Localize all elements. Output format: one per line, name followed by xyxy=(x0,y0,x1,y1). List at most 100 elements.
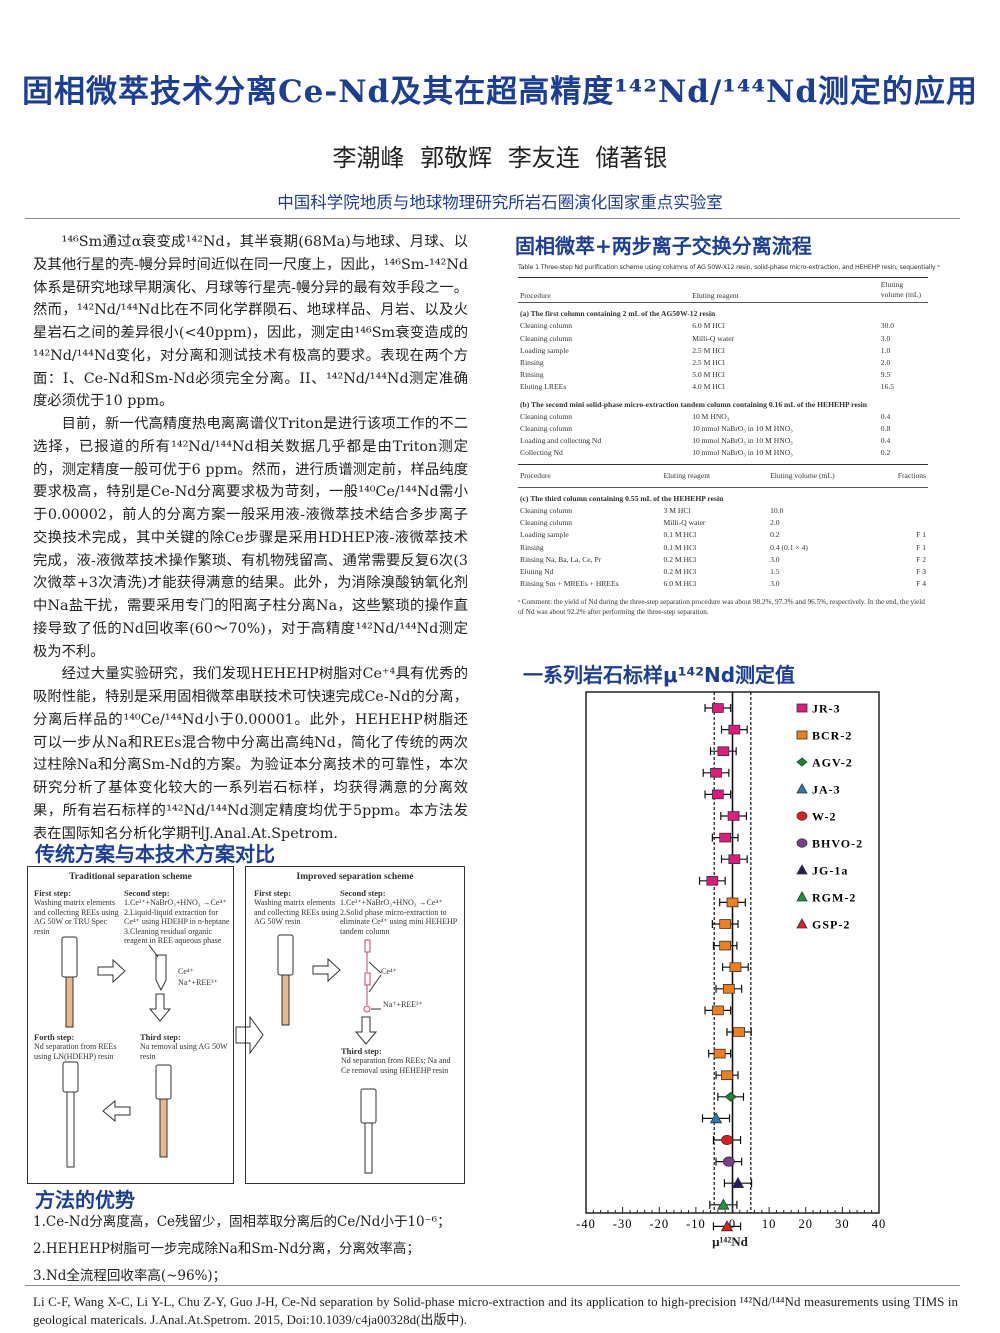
x-tick-label: 40 xyxy=(872,1217,887,1231)
col-header-procedure: Procedure xyxy=(520,470,551,480)
table-row: Loading and collecting Nd 10 mmol NaBrO₃ … xyxy=(518,435,928,447)
x-tick-label: 20 xyxy=(799,1217,814,1231)
table-cell: Cleaning column xyxy=(520,518,573,528)
imp-na-label: Na⁺+REE³⁺ xyxy=(383,1000,423,1009)
imp-step1-title: First step: xyxy=(254,888,292,898)
data-point-ja-3 xyxy=(709,1112,723,1124)
arrow-down-icon xyxy=(148,993,172,1022)
affiliation: 中国科学院地质与地球物理研究所岩石圈演化国家重点实验室 xyxy=(277,193,723,212)
column-icon xyxy=(62,1061,79,1168)
legend-marker-ja-3 xyxy=(796,783,808,794)
table-cell: 10 M HNO₃ xyxy=(692,411,730,421)
data-point-bcr-2 xyxy=(733,1027,745,1037)
legend-marker-jr-3 xyxy=(796,703,808,713)
table-cell: 9.5 xyxy=(880,370,891,380)
table-cell: Eluting LREEs xyxy=(520,382,567,392)
data-point-bcr-2 xyxy=(719,919,732,929)
table-cell: 2.0 xyxy=(880,358,891,368)
col-header-volume: Eluting volume (mL) xyxy=(880,280,922,300)
data-point-jr-3 xyxy=(706,875,719,886)
data-point-bcr-2 xyxy=(713,1048,726,1059)
trad-step4-text: Nd separation from REEs using LN(HDEHP) … xyxy=(34,1042,117,1061)
data-point-jr-3 xyxy=(728,724,741,735)
trad-step1-title: First step: xyxy=(34,888,72,898)
table-cell: 3.0 xyxy=(770,579,780,589)
trad-step2-line2: 2.Liquid-liquid extraction for Ce⁴⁺ usin… xyxy=(124,907,230,927)
table-row: Cleaning column 10 M HNO₃ 0.4 xyxy=(518,411,928,423)
table-row: Cleaning column Milli-Q water 2.0 xyxy=(518,517,928,529)
table-cell: 2.5 M HCl xyxy=(692,358,725,368)
tube-icon xyxy=(148,944,167,992)
table-row: Loading sample 2.5 M HCl 1.0 xyxy=(518,345,928,357)
table-row: Collecting Nd 10 mmol NaBrO₃ in 10 M HNO₃… xyxy=(518,447,928,459)
table-cell: 3.0 xyxy=(880,333,891,343)
table-cell: 0.4 xyxy=(880,436,891,446)
table-cell: Rinsing xyxy=(520,358,544,368)
legend-label: RGM-2 xyxy=(812,891,856,905)
table-cell: 0.8 xyxy=(880,424,891,434)
data-point-bcr-2 xyxy=(722,983,735,994)
legend-marker-bcr-2 xyxy=(796,730,808,740)
legend-label: BHVO-2 xyxy=(812,837,863,851)
legend-label: GSP-2 xyxy=(812,918,850,932)
x-tick-label: -20 xyxy=(649,1217,669,1231)
table-cell xyxy=(891,517,928,529)
col-header-procedure: Procedure xyxy=(520,291,551,300)
col-header-reagent: Eluting reagent xyxy=(663,470,711,480)
arrow-right-icon xyxy=(97,958,126,984)
data-point-jr-3 xyxy=(711,789,724,800)
advantage-item-3: 3.Nd全流程回收率高(~96%)； xyxy=(33,1268,227,1284)
imp-step3-text: Nd separation from REEs; Na and Ce remov… xyxy=(341,1056,451,1075)
trad-step2-title: Second step: xyxy=(124,888,170,898)
section-b-title: (b) The second mini solid-phase micro-ex… xyxy=(520,399,868,409)
trad-step1-text: Washing matrix elements and collecting R… xyxy=(34,898,119,936)
table-cell: Cleaning column xyxy=(520,506,573,516)
table-cell: F 1 xyxy=(916,530,926,540)
trad-step3-text: Na removal using AG 50W resin xyxy=(140,1042,228,1061)
table-cell: 0.2 xyxy=(880,448,891,458)
table-cell: Eluting Nd xyxy=(520,567,554,577)
table-cell: 5.0 M HCl xyxy=(692,370,725,380)
table-row: Cleaning column 6.0 M HCl 30.0 xyxy=(518,320,928,332)
data-point-jr-3 xyxy=(717,746,730,756)
table-cell: 1.0 xyxy=(880,345,891,355)
table-cell: F 1 xyxy=(916,542,926,552)
table-cell: Rinsing Sm + MREEs + HREEs xyxy=(520,579,619,589)
table-row: Rinsing 0.1 M HCl 0.4 (0.1 × 4) F 1 xyxy=(518,542,928,554)
table-cell: Collecting Nd xyxy=(520,448,563,458)
table-cell: 0.4 (0.1 × 4) xyxy=(770,542,808,552)
table-cell: 2.0 xyxy=(770,518,780,528)
data-point-jr-3 xyxy=(727,811,740,821)
table-cell: 3 M HCl xyxy=(663,506,691,516)
legend-marker-agv-2 xyxy=(796,757,808,767)
x-tick-label: 30 xyxy=(835,1217,850,1231)
data-point-bcr-2 xyxy=(729,962,742,972)
table-cell: Cleaning column xyxy=(520,321,573,331)
table-cell: Cleaning column xyxy=(520,411,573,421)
legend-label: AGV-2 xyxy=(812,756,853,770)
poster-title: 固相微萃技术分离Ce-Nd及其在超高精度¹⁴²Nd/¹⁴⁴Nd测定的应用 xyxy=(21,74,979,110)
table-cell: 0.2 xyxy=(770,530,780,540)
intro-text: ¹⁴⁶Sm通过α衰变成¹⁴²Nd，其半衰期(68Ma)与地球、月球、以及其他行星… xyxy=(33,231,468,845)
advantage-item-1: 1.Ce-Nd分离度高，Ce残留少，固相萃取分离后的Ce/Nd小于10⁻⁶； xyxy=(33,1214,451,1230)
footer-divider xyxy=(25,1285,960,1286)
table-row: Rinsing 2.5 M HCl 2.0 xyxy=(518,357,928,369)
traditional-scheme-panel: Traditional separation scheme First step… xyxy=(27,866,234,1184)
legend-label: W-2 xyxy=(812,810,837,824)
arrow-left-icon xyxy=(102,1099,131,1123)
table-cell: Loading and collecting Nd xyxy=(520,436,602,446)
table-cell: 0.2 M HCl xyxy=(663,554,697,564)
section-c-title: (c) The third column containing 0.55 mL … xyxy=(520,493,724,503)
legend-marker-gsp-2 xyxy=(796,918,808,929)
authors: 李潮峰 郭敬辉 李友连 储著银 xyxy=(332,144,668,172)
data-point-bcr-2 xyxy=(726,897,739,908)
legend-label: JA-3 xyxy=(812,783,841,797)
table-row: Rinsing Sm + MREEs + HREEs 6.0 M HCl 3.0 F … xyxy=(518,578,928,590)
intro-paragraph-1: ¹⁴⁶Sm通过α衰变成¹⁴²Nd，其半衰期(68Ma)与地球、月球、以及其他行星… xyxy=(33,234,468,410)
tandem-column-icon xyxy=(363,939,371,1013)
table-caption: Table 1 Three-step Nd purification schem… xyxy=(518,264,940,271)
data-point-jg-1a xyxy=(731,1176,745,1188)
x-tick-label: -10 xyxy=(686,1217,706,1231)
imp-step2-line1: 1.Ce³⁺+NaBrO₃+HNO₃ →Ce⁴⁺ xyxy=(340,898,443,908)
advantages-heading: 方法的优势 xyxy=(35,1188,135,1212)
